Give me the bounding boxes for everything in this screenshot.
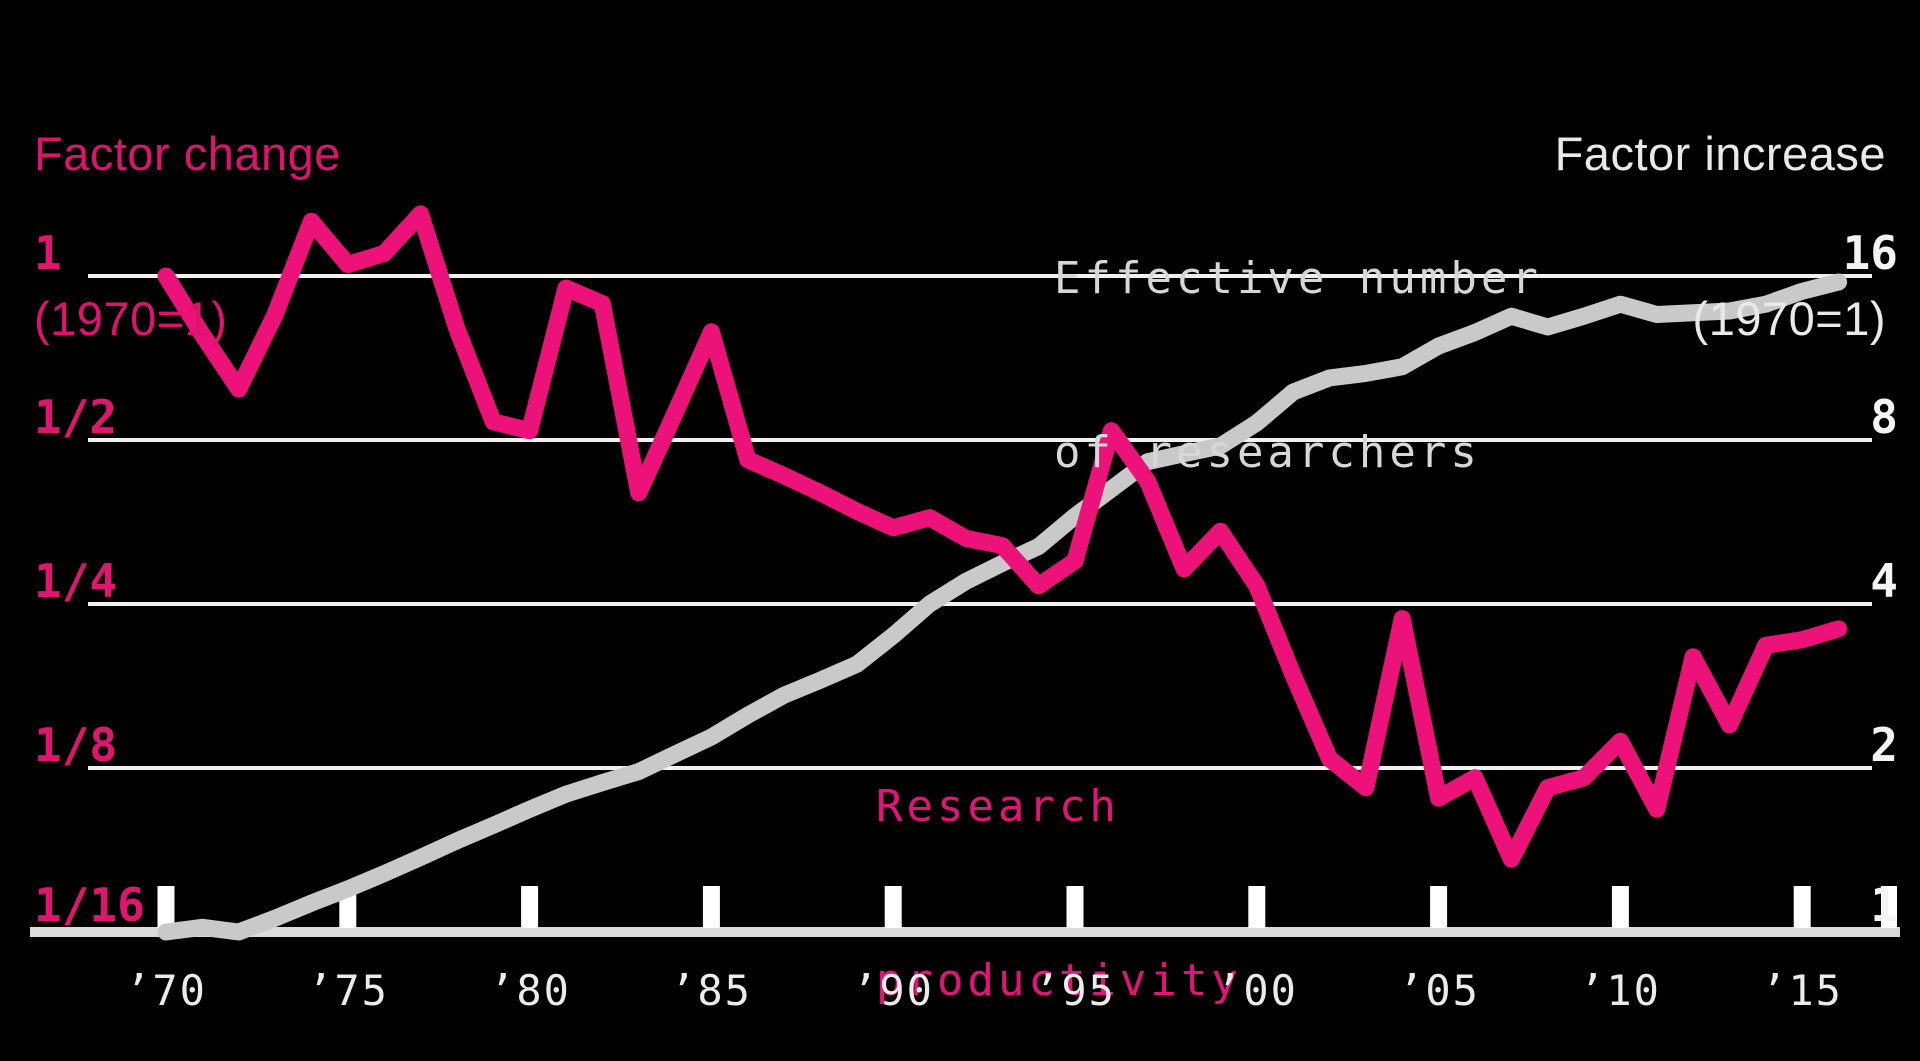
x-tick-mark-80 <box>521 886 539 928</box>
right-tick-1: 1 <box>1870 878 1898 932</box>
x-tick-mark-15 <box>1793 886 1811 928</box>
x-tick-mark-end <box>1881 886 1897 928</box>
productivity-series-label-line2: productivity <box>876 955 1242 1006</box>
productivity-series-label-line1: Research <box>876 781 1120 832</box>
right-tick-4: 4 <box>1870 554 1898 608</box>
right-tick-16: 16 <box>1842 226 1898 280</box>
year-label-15: ’15 <box>1761 966 1843 1015</box>
productivity-series-label: Research productivity <box>876 662 1242 1061</box>
year-label-85: ’85 <box>670 966 752 1015</box>
x-tick-mark-70 <box>157 886 175 928</box>
researchers-series-label: Effective number of researchers <box>1054 134 1542 598</box>
left-tick-1-2: 1/2 <box>34 390 118 444</box>
right-axis-title: Factor increase (1970=1) <box>1555 16 1886 456</box>
left-axis-title: Factor change (1970=1) <box>34 16 341 456</box>
productivity-line <box>157 205 1848 868</box>
year-label-05: ’05 <box>1398 966 1480 1015</box>
year-label-10: ’10 <box>1579 966 1661 1015</box>
left-tick-1: 1 <box>34 226 62 280</box>
year-label-75: ’75 <box>307 966 389 1015</box>
year-label-80: ’80 <box>489 966 571 1015</box>
year-label-70: ’70 <box>125 966 207 1015</box>
left-tick-1-4: 1/4 <box>34 554 118 608</box>
researchers-series-label-line2: of researchers <box>1054 427 1481 478</box>
right-axis-title-line1: Factor increase <box>1554 127 1886 180</box>
x-tick-mark-85 <box>702 886 720 928</box>
right-tick-2: 2 <box>1870 718 1898 772</box>
right-axis-title-line2: (1970=1) <box>1692 292 1886 345</box>
right-tick-8: 8 <box>1870 390 1898 444</box>
left-axis-title-line1: Factor change <box>34 127 341 180</box>
researchers-line <box>157 273 1848 941</box>
year-label-00: ’00 <box>1216 966 1298 1015</box>
x-tick-mark-10 <box>1611 886 1629 928</box>
year-label-95: ’95 <box>1034 966 1116 1015</box>
x-tick-mark-00 <box>1248 886 1266 928</box>
x-tick-mark-95 <box>1066 886 1084 928</box>
left-tick-1-8: 1/8 <box>34 718 118 772</box>
x-tick-mark-90 <box>884 886 902 928</box>
year-label-90: ’90 <box>852 966 934 1015</box>
left-axis-title-line2: (1970=1) <box>34 292 228 345</box>
researchers-series-label-line1: Effective number <box>1054 253 1542 304</box>
x-tick-mark-05 <box>1430 886 1448 928</box>
left-tick-1-16: 1/16 <box>34 878 145 932</box>
